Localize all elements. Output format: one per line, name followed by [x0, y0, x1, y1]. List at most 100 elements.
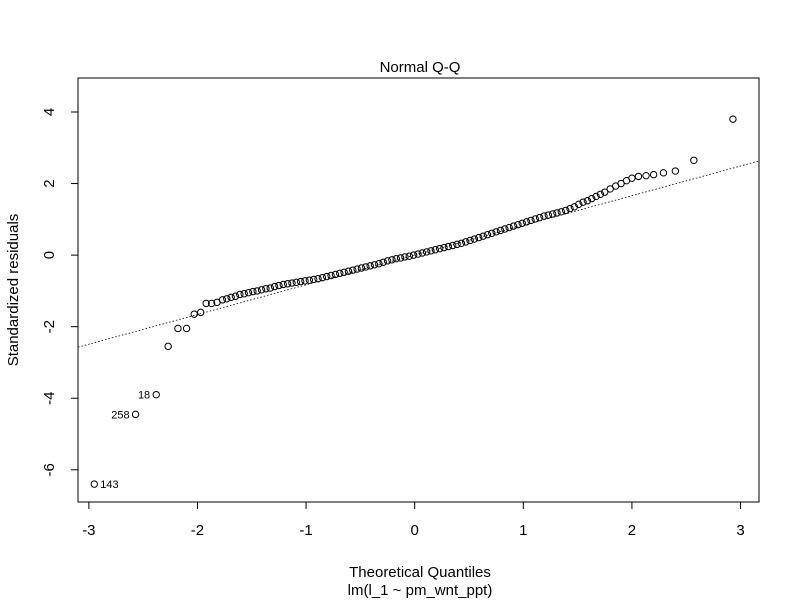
x-tick-label: 2 — [628, 522, 636, 539]
data-point — [370, 261, 379, 269]
data-point — [628, 174, 636, 182]
data-point — [262, 285, 270, 293]
data-point — [418, 249, 427, 257]
data-point — [340, 268, 348, 276]
data-point — [383, 257, 392, 265]
data-point — [305, 276, 314, 284]
data-point — [579, 198, 587, 206]
data-point — [729, 115, 737, 123]
data-point — [470, 235, 479, 243]
data-point — [488, 229, 496, 237]
data-point — [514, 221, 522, 229]
data-point — [422, 248, 431, 256]
data-point — [531, 215, 539, 223]
data-point — [279, 280, 287, 289]
x-tick-label: 3 — [736, 522, 744, 539]
data-point — [570, 203, 579, 211]
data-point — [392, 254, 400, 263]
data-point — [366, 262, 374, 270]
data-point — [244, 288, 253, 297]
y-axis-label: Standardized residuals — [5, 214, 22, 367]
data-point — [457, 239, 466, 248]
point-labels-layer: 143 258 18 — [100, 390, 150, 491]
data-point — [331, 270, 340, 279]
data-point — [596, 190, 605, 198]
data-point — [349, 266, 357, 274]
data-point — [522, 218, 531, 226]
reference-line — [77, 160, 760, 348]
data-point — [575, 200, 583, 209]
point-label: 18 — [138, 390, 150, 402]
data-point — [270, 282, 279, 291]
y-axis: -6 -4 -2 0 2 4 — [41, 108, 79, 476]
y-tick-label: -4 — [41, 392, 58, 405]
data-point — [427, 247, 435, 255]
data-point — [475, 233, 483, 242]
data-point — [492, 228, 500, 236]
x-tick-label: -3 — [82, 522, 95, 539]
data-point — [353, 265, 361, 273]
data-point — [164, 342, 172, 351]
data-point — [540, 212, 548, 220]
data-point — [283, 280, 292, 288]
data-point — [659, 169, 668, 177]
data-point — [601, 188, 609, 196]
data-point — [174, 324, 182, 333]
data-point — [462, 238, 470, 246]
data-point — [288, 279, 296, 287]
chart-title: Normal Q-Q — [380, 59, 461, 76]
data-point — [231, 292, 240, 300]
data-point — [301, 277, 309, 285]
data-point — [309, 275, 318, 284]
data-point — [396, 254, 405, 262]
data-point — [431, 246, 440, 254]
data-point — [544, 211, 552, 219]
data-point — [449, 241, 457, 250]
data-point — [501, 225, 509, 233]
data-point — [388, 256, 396, 264]
data-point — [690, 156, 698, 164]
data-point — [401, 253, 409, 261]
data-point — [90, 480, 98, 488]
data-point — [249, 287, 257, 296]
data-point — [190, 310, 198, 318]
x-tick-label: -1 — [299, 522, 312, 539]
data-point — [634, 172, 643, 181]
data-point — [479, 232, 487, 240]
data-point — [344, 267, 353, 275]
data-point — [182, 324, 191, 333]
x-tick-label: 1 — [519, 522, 527, 539]
data-point — [409, 251, 418, 259]
x-axis: -3 -2 -1 0 1 2 3 — [82, 501, 745, 539]
data-point — [253, 287, 261, 295]
data-point — [375, 260, 383, 268]
point-label: 143 — [100, 479, 118, 491]
data-point — [509, 222, 518, 230]
data-point — [236, 290, 244, 299]
y-tick-label: 4 — [41, 108, 58, 116]
data-point — [553, 209, 561, 217]
y-tick-label: -2 — [41, 320, 58, 333]
data-point — [440, 243, 448, 252]
data-point — [557, 208, 566, 216]
chart-subtitle: lm(l_1 ~ pm_wnt_ppt) — [348, 582, 493, 599]
data-point — [548, 210, 557, 218]
data-point — [336, 269, 344, 278]
data-point — [357, 264, 366, 272]
data-point — [275, 281, 283, 290]
data-point — [414, 250, 422, 258]
data-point — [296, 277, 305, 286]
data-point — [561, 206, 570, 215]
data-point — [292, 278, 301, 287]
data-point — [496, 226, 505, 235]
data-point — [527, 216, 535, 225]
data-point — [583, 197, 592, 205]
x-tick-label: 0 — [411, 522, 419, 539]
data-point — [323, 272, 331, 281]
points-layer — [90, 115, 737, 488]
data-point — [223, 295, 231, 303]
data-point — [362, 263, 370, 271]
plot-frame — [77, 77, 760, 503]
data-point — [405, 252, 413, 260]
